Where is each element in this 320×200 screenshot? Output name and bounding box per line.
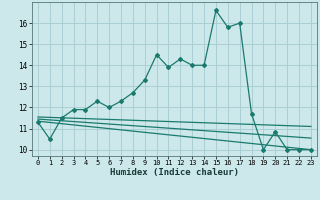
X-axis label: Humidex (Indice chaleur): Humidex (Indice chaleur) [110,168,239,177]
